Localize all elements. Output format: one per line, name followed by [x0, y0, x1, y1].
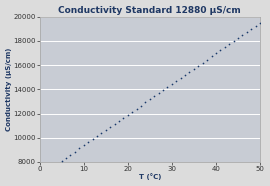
Point [201, 61, 205, 64]
Point [187, 70, 192, 73]
Point [99, 132, 103, 135]
Point [205, 58, 209, 61]
Point [178, 76, 183, 79]
Point [214, 52, 218, 55]
Point [104, 129, 108, 132]
Point [170, 83, 174, 86]
Y-axis label: Conductivity (μS/cm): Conductivity (μS/cm) [6, 48, 12, 131]
Point [161, 89, 165, 92]
Point [134, 107, 139, 110]
X-axis label: T (°C): T (°C) [139, 174, 161, 180]
Point [148, 98, 152, 101]
Title: Conductivity Standard 12880 μS/cm: Conductivity Standard 12880 μS/cm [58, 6, 241, 15]
Point [112, 122, 117, 125]
Point [227, 43, 231, 46]
Point [95, 135, 99, 138]
Point [249, 27, 253, 30]
Point [139, 104, 143, 107]
Point [236, 37, 240, 40]
Point [254, 24, 258, 27]
Point [156, 92, 161, 95]
Point [209, 55, 214, 58]
Point [218, 49, 222, 52]
Point [82, 144, 86, 147]
Point [143, 101, 148, 104]
Point [77, 147, 82, 150]
Point [68, 153, 73, 156]
Point [126, 113, 130, 116]
Point [258, 21, 262, 24]
Point [174, 80, 178, 83]
Point [73, 150, 77, 153]
Point [222, 46, 227, 49]
Point [90, 138, 95, 141]
Point [59, 159, 64, 162]
Point [117, 119, 121, 122]
Point [183, 73, 187, 76]
Point [192, 67, 196, 70]
Point [108, 126, 112, 129]
Point [64, 156, 68, 159]
Point [121, 116, 126, 119]
Point [165, 86, 170, 89]
Point [130, 110, 134, 113]
Point [231, 40, 236, 43]
Point [245, 31, 249, 33]
Point [196, 64, 200, 67]
Point [152, 95, 156, 98]
Point [240, 33, 245, 36]
Point [86, 141, 90, 144]
